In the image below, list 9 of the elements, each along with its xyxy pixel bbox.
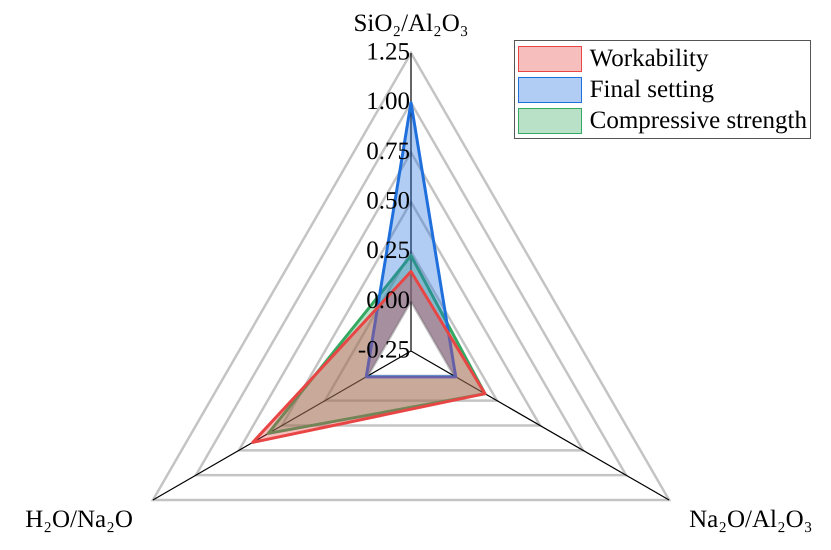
- legend-label: Final setting: [590, 75, 714, 105]
- spoke-label: H₂O/Na₂O: [25, 506, 133, 534]
- legend-label: Workability: [590, 44, 708, 74]
- y-tick-label: -0.25: [358, 336, 410, 364]
- spoke-label: Na₂O/Al₂O₃: [689, 506, 812, 534]
- y-tick-label: 1.25: [366, 38, 410, 66]
- y-tick-label: 1.00: [366, 88, 410, 116]
- spoke-label: SiO₂/Al₂O₃: [353, 10, 469, 38]
- legend-label: Compressive strength: [590, 106, 807, 136]
